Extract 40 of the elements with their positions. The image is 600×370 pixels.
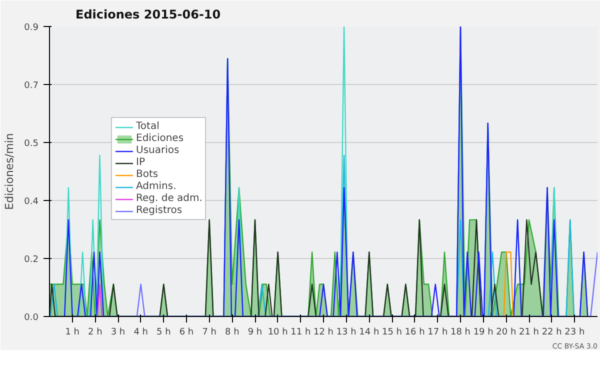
x-tick-label: 3 h [110,328,126,338]
x-tick-label: 16 h [404,328,425,338]
x-tick-label: 19 h [473,328,494,338]
x-tick-label: 6 h [179,328,194,338]
x-tick-label: 4 h [134,328,148,338]
legend-label: Total [136,121,160,132]
y-tick-label: 0.0 [24,313,39,323]
y-tick-label: 0.9 [24,23,39,33]
x-tick-label: 20 h [496,328,516,338]
x-tick-label: 18 h [450,328,471,338]
x-tick-label: 10 h [268,328,288,338]
x-tick-label: 5 h [156,328,171,338]
legend-label: Usuarios [136,145,180,156]
x-tick-label: 8 h [225,328,240,338]
y-tick-label: 0.7 [24,81,39,91]
y-axis-title: Ediciones/min [3,133,16,210]
legend-label: IP [136,157,146,168]
x-tick-label: 12 h [313,328,334,338]
x-tick-label: 9 h [248,328,262,338]
chart-title: Ediciones 2015-06-10 [76,8,221,22]
x-tick-label: 7 h [202,328,216,338]
legend-label: Bots [136,169,158,180]
legend-label: Ediciones [136,133,184,144]
y-tick-label: 0.2 [24,255,39,265]
x-tick-label: 23 h [564,328,585,338]
legend-label: Reg. de adm. [136,193,202,204]
x-tick-label: 2 h [88,328,102,338]
y-tick-label: 0.5 [24,139,39,149]
x-tick-label: 11 h [290,328,311,338]
legend-label: Admins. [136,181,176,192]
x-tick-label: 21 h [518,328,540,338]
legend-label: Registros [136,205,182,216]
x-tick-label: 22 h [542,328,562,338]
x-tick-label: 17 h [428,328,448,338]
x-tick-label: 13 h [336,328,356,338]
x-tick-label: 14 h [359,328,380,338]
line-series [50,219,544,316]
y-tick-label: 0.4 [24,197,39,207]
x-tick-label: 1 h [65,328,80,338]
x-tick-label: 15 h [382,328,402,338]
